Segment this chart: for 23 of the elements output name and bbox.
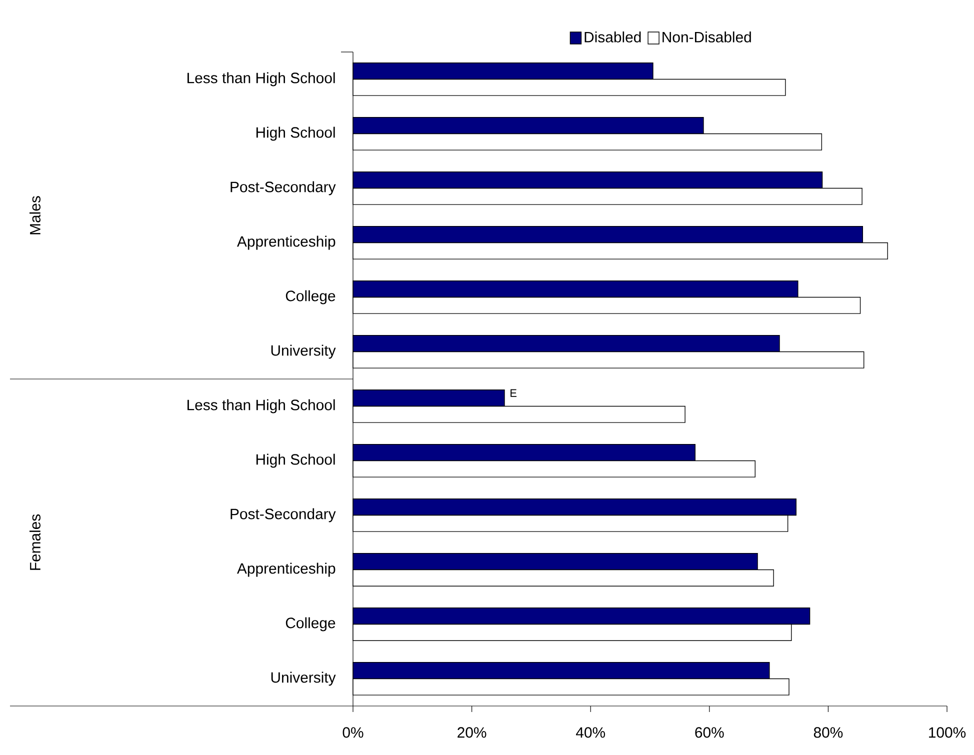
y-tick-label: Post-Secondary <box>230 181 336 196</box>
legend-label: Non-Disabled <box>662 31 751 42</box>
legend-label: Disabled <box>584 31 641 42</box>
x-tick-label: 20% <box>458 727 486 738</box>
x-tick-label: 60% <box>695 727 724 738</box>
y-tick-label: Apprenticeship <box>237 236 336 250</box>
y-tick-label: Less than High School <box>188 399 335 414</box>
y-tick-label: Less than High School <box>188 72 335 86</box>
x-tick-label: 80% <box>814 727 843 738</box>
y-tick-label: Apprenticeship <box>237 562 336 577</box>
data-label: E <box>510 389 517 397</box>
x-tick-label: 100% <box>929 727 966 738</box>
x-tick-label: 40% <box>576 727 606 738</box>
y-tick-label: College <box>286 617 336 632</box>
y-tick-label: College <box>286 290 336 304</box>
y-tick-label: Post-Secondary <box>230 508 336 522</box>
text: Females <box>30 514 40 570</box>
x-tick-label: 0% <box>342 727 364 738</box>
text: Males <box>30 196 40 234</box>
y-tick-label: University <box>271 344 336 359</box>
y-tick-label: University <box>271 672 336 686</box>
y-tick-label: High School <box>256 126 335 141</box>
y-tick-label: High School <box>256 454 335 468</box>
